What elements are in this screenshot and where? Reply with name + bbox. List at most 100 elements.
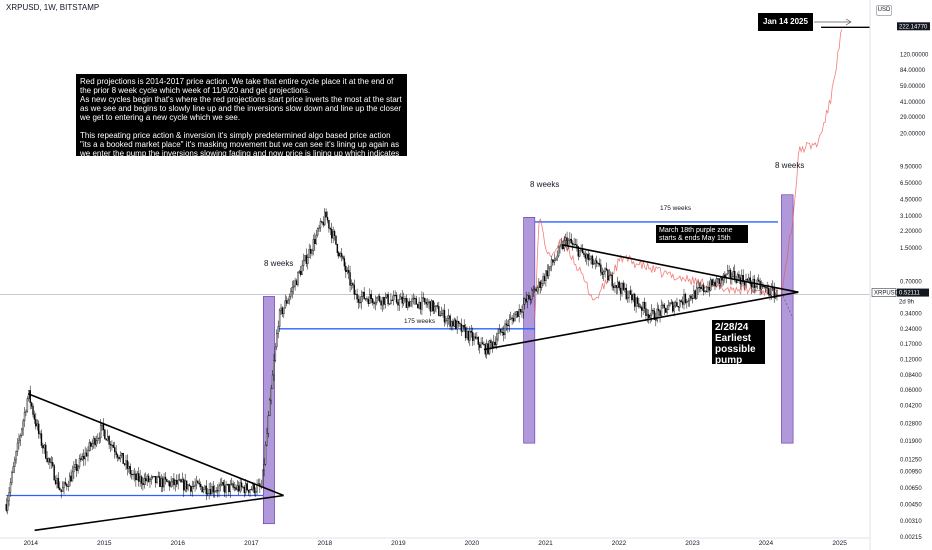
candle-body-330 — [470, 330, 472, 333]
candle-body-198 — [284, 300, 286, 309]
candle-body-456 — [648, 314, 650, 319]
candle-body-284 — [405, 298, 408, 308]
candle-body-425 — [604, 268, 606, 273]
candle-body-315 — [449, 315, 451, 327]
candle-body-228 — [326, 217, 329, 221]
candle-body-281 — [401, 296, 403, 304]
candle-body-243 — [347, 269, 350, 273]
candle-body-248 — [354, 293, 357, 295]
candle-body-207 — [297, 272, 299, 286]
candle-body-455 — [646, 314, 649, 316]
annotation-march: March 18th purple zone starts & ends May… — [656, 225, 748, 243]
candle-body-269 — [384, 297, 386, 305]
candle-body-206 — [295, 280, 298, 286]
candle-body-120 — [174, 480, 177, 486]
candle-body-121 — [176, 480, 178, 485]
candle-body-421 — [598, 263, 601, 266]
candle-body-356 — [507, 324, 509, 327]
candle-body-440 — [625, 287, 627, 299]
y-tick-10: 2.20000 — [900, 229, 922, 235]
candle-body-441 — [626, 297, 629, 299]
zone-label-2024: 8 weeks — [775, 161, 805, 170]
candle-body-491 — [697, 287, 699, 289]
y-tick-23: 0.00950 — [900, 469, 922, 475]
candle-body-476 — [676, 302, 678, 307]
candle-body-489 — [694, 290, 696, 299]
candle-body-182 — [261, 469, 264, 488]
candle-body-112 — [163, 476, 165, 488]
candle-body-493 — [700, 287, 702, 290]
candle-body-6 — [13, 459, 16, 467]
candle-body-417 — [593, 263, 595, 265]
candle-body-406 — [577, 246, 580, 257]
y-tick-26: 0.00310 — [900, 519, 922, 525]
candle-body-450 — [639, 306, 642, 308]
candle-body-285 — [407, 301, 409, 308]
candle-body-231 — [331, 229, 333, 239]
x-tick-2018: 2018 — [318, 540, 333, 547]
candle-body-375 — [533, 288, 536, 290]
candle-body-90 — [132, 474, 134, 476]
candle-body-123 — [178, 479, 181, 481]
y-tick-14: 0.24000 — [900, 327, 922, 333]
candle-body-145 — [209, 489, 212, 495]
candle-body-241 — [345, 266, 347, 272]
candle-body-464 — [659, 310, 661, 316]
candle-body-350 — [498, 329, 501, 334]
y-tick-1: 84.00000 — [900, 68, 926, 74]
candle-body-217 — [311, 250, 313, 254]
candle-body-74 — [109, 444, 112, 446]
candle-body-237 — [339, 253, 341, 257]
candle-body-164 — [236, 485, 239, 490]
candle-body-318 — [453, 319, 456, 327]
candle-body-327 — [466, 330, 468, 338]
candle-body-205 — [294, 280, 296, 287]
candle-body-475 — [674, 302, 677, 307]
candle-body-466 — [662, 304, 664, 306]
candle-body-211 — [302, 259, 305, 266]
candle-body-298 — [425, 302, 427, 305]
candle-body-67 — [99, 425, 102, 439]
candle-body-60 — [90, 442, 92, 447]
candle-body-271 — [387, 294, 389, 305]
candle-body-463 — [657, 308, 660, 312]
candle-body-380 — [540, 283, 543, 288]
candle-body-147 — [212, 486, 215, 493]
candle-body-263 — [376, 297, 378, 303]
candle-body-426 — [605, 268, 608, 271]
candle-body-148 — [214, 490, 216, 493]
candle-body-224 — [321, 221, 323, 223]
candle-body-171 — [246, 483, 248, 491]
candle-body-51 — [77, 466, 79, 471]
candle-body-529 — [750, 283, 753, 288]
candle-body-87 — [128, 466, 130, 469]
candle-body-14 — [25, 411, 27, 413]
candle-body-384 — [546, 270, 549, 277]
candle-body-63 — [94, 438, 96, 446]
candle-body-513 — [728, 270, 730, 272]
candle-body-399 — [567, 240, 570, 246]
candle-body-19 — [32, 405, 34, 415]
candle-body-155 — [223, 485, 226, 493]
candle-body-527 — [748, 277, 750, 281]
candle-body-203 — [291, 286, 293, 292]
candle-body-385 — [548, 267, 550, 277]
candle-body-299 — [426, 302, 429, 305]
candle-body-82 — [121, 452, 123, 456]
candle-body-96 — [140, 476, 143, 484]
candle-body-172 — [247, 489, 250, 493]
candle-body-288 — [411, 298, 413, 303]
currency-button[interactable]: USD — [876, 5, 892, 16]
candle-body-392 — [557, 246, 560, 257]
x-tick-2015: 2015 — [97, 540, 112, 547]
candle-body-56 — [84, 452, 86, 460]
candle-body-335 — [477, 336, 479, 345]
candle-body-532 — [755, 286, 757, 288]
candle-body-490 — [695, 287, 698, 299]
zone-label-2017: 8 weeks — [264, 259, 294, 268]
candle-body-519 — [736, 274, 739, 283]
y-tick-22: 0.01250 — [900, 457, 922, 463]
candle-body-401 — [570, 238, 572, 244]
candle-body-178 — [256, 484, 258, 492]
